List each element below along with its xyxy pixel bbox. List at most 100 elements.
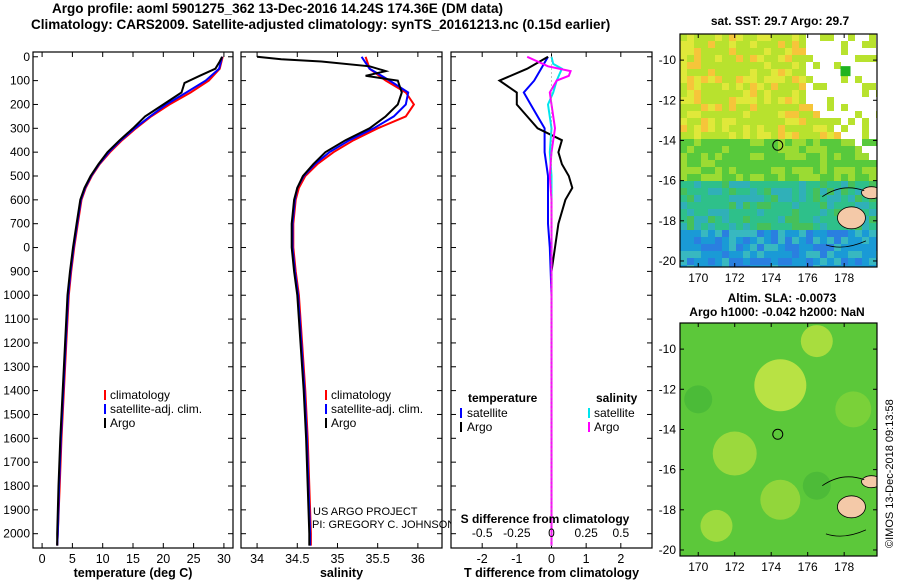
sst-cell [687, 118, 694, 125]
sst-cell [715, 188, 722, 195]
sst-cell [764, 83, 771, 90]
sst-cell [813, 125, 820, 132]
sst-cell [841, 153, 848, 160]
sst-cell [848, 62, 855, 69]
salinity-diff-label: S difference from climatology [461, 512, 630, 526]
sst-cell [729, 174, 736, 181]
sst-cell [820, 237, 827, 244]
sst-cell [862, 223, 869, 230]
sst-cell [764, 188, 771, 195]
sst-cell [869, 251, 876, 258]
sst-cell [750, 41, 757, 48]
sst-cell [729, 216, 736, 223]
sst-cell [792, 104, 799, 111]
sst-cell [757, 153, 764, 160]
sst-cell [869, 104, 876, 111]
sst-cell [771, 174, 778, 181]
sst-cell [694, 76, 701, 83]
sst-cell [785, 41, 792, 48]
sst-cell [680, 258, 687, 265]
sst-cell [680, 118, 687, 125]
sst-cell [799, 146, 806, 153]
sst-cell [771, 97, 778, 104]
sst-cell [757, 139, 764, 146]
sst-cell [715, 55, 722, 62]
sst-cell [806, 34, 813, 41]
sst-cell [862, 83, 869, 90]
sst-cell [708, 111, 715, 118]
sst-cell [855, 41, 862, 48]
sst-cell [736, 69, 743, 76]
sst-cell [820, 118, 827, 125]
sst-cell [680, 237, 687, 244]
sst-cell [806, 244, 813, 251]
sst-cell [827, 48, 834, 55]
sst-cell [757, 111, 764, 118]
sst-cell [715, 153, 722, 160]
reef-outline [822, 476, 867, 537]
sst-cell [729, 181, 736, 188]
sst-cell [869, 153, 876, 160]
salinity-tick-label: -0.25 [503, 526, 531, 540]
sst-cell [764, 160, 771, 167]
sst-cell [687, 55, 694, 62]
map-y-tick-label: -10 [659, 53, 677, 67]
sst-cell [855, 76, 862, 83]
sst-cell [764, 237, 771, 244]
sst-cell [750, 209, 757, 216]
sst-cell [680, 132, 687, 139]
credit-line1: US ARGO PROJECT [313, 506, 418, 518]
sst-cell [855, 104, 862, 111]
sst-cell [722, 153, 729, 160]
sst-cell [806, 174, 813, 181]
sst-cell [862, 153, 869, 160]
salinity-tick-label: -0.5 [472, 526, 493, 540]
sst-cell [764, 55, 771, 62]
sst-cell [834, 62, 841, 69]
salinity-tick-label: 0.5 [612, 526, 629, 540]
sst-cell [764, 153, 771, 160]
sst-cell [778, 48, 785, 55]
sst-cell [841, 160, 848, 167]
depth-tick-label: 1300 [3, 360, 30, 374]
sst-cell [708, 174, 715, 181]
sst-cell [778, 258, 785, 265]
sst-cell [792, 90, 799, 97]
sst-cell [708, 209, 715, 216]
sst-cell [743, 167, 750, 174]
sst-cell [869, 244, 876, 251]
sst-cell [848, 160, 855, 167]
sst-cell [834, 118, 841, 125]
sst-cell [757, 230, 764, 237]
sst-cell [841, 90, 848, 97]
legend-label: satellite-adj. clim. [331, 402, 423, 416]
sst-cell [750, 118, 757, 125]
sst-cell [750, 146, 757, 153]
sst-cell [764, 223, 771, 230]
x-tick-label: 10 [96, 552, 110, 566]
depth-tick-label: 500 [10, 169, 30, 183]
sst-cell [680, 174, 687, 181]
sst-cell [869, 62, 876, 69]
sst-cell [750, 34, 757, 41]
salinity-profile-xlabel: salinity [320, 566, 363, 580]
sst-cell [687, 111, 694, 118]
sst-cell [694, 48, 701, 55]
x-tick-label: 15 [126, 552, 140, 566]
sst-cell [757, 76, 764, 83]
sst-cell [813, 216, 820, 223]
sla-anomaly-blob [800, 325, 833, 358]
sst-cell [715, 195, 722, 202]
sst-cell [855, 111, 862, 118]
sst-cell [687, 188, 694, 195]
sst-cell [701, 104, 708, 111]
sst-cell [750, 48, 757, 55]
map-x-tick-label: 174 [761, 560, 781, 574]
island-viti-levu [837, 206, 866, 230]
sst-cell [771, 265, 778, 267]
sst-cell [757, 188, 764, 195]
sst-cell [715, 167, 722, 174]
sst-cell [736, 118, 743, 125]
sst-cell [764, 195, 771, 202]
sst-cell [855, 132, 862, 139]
